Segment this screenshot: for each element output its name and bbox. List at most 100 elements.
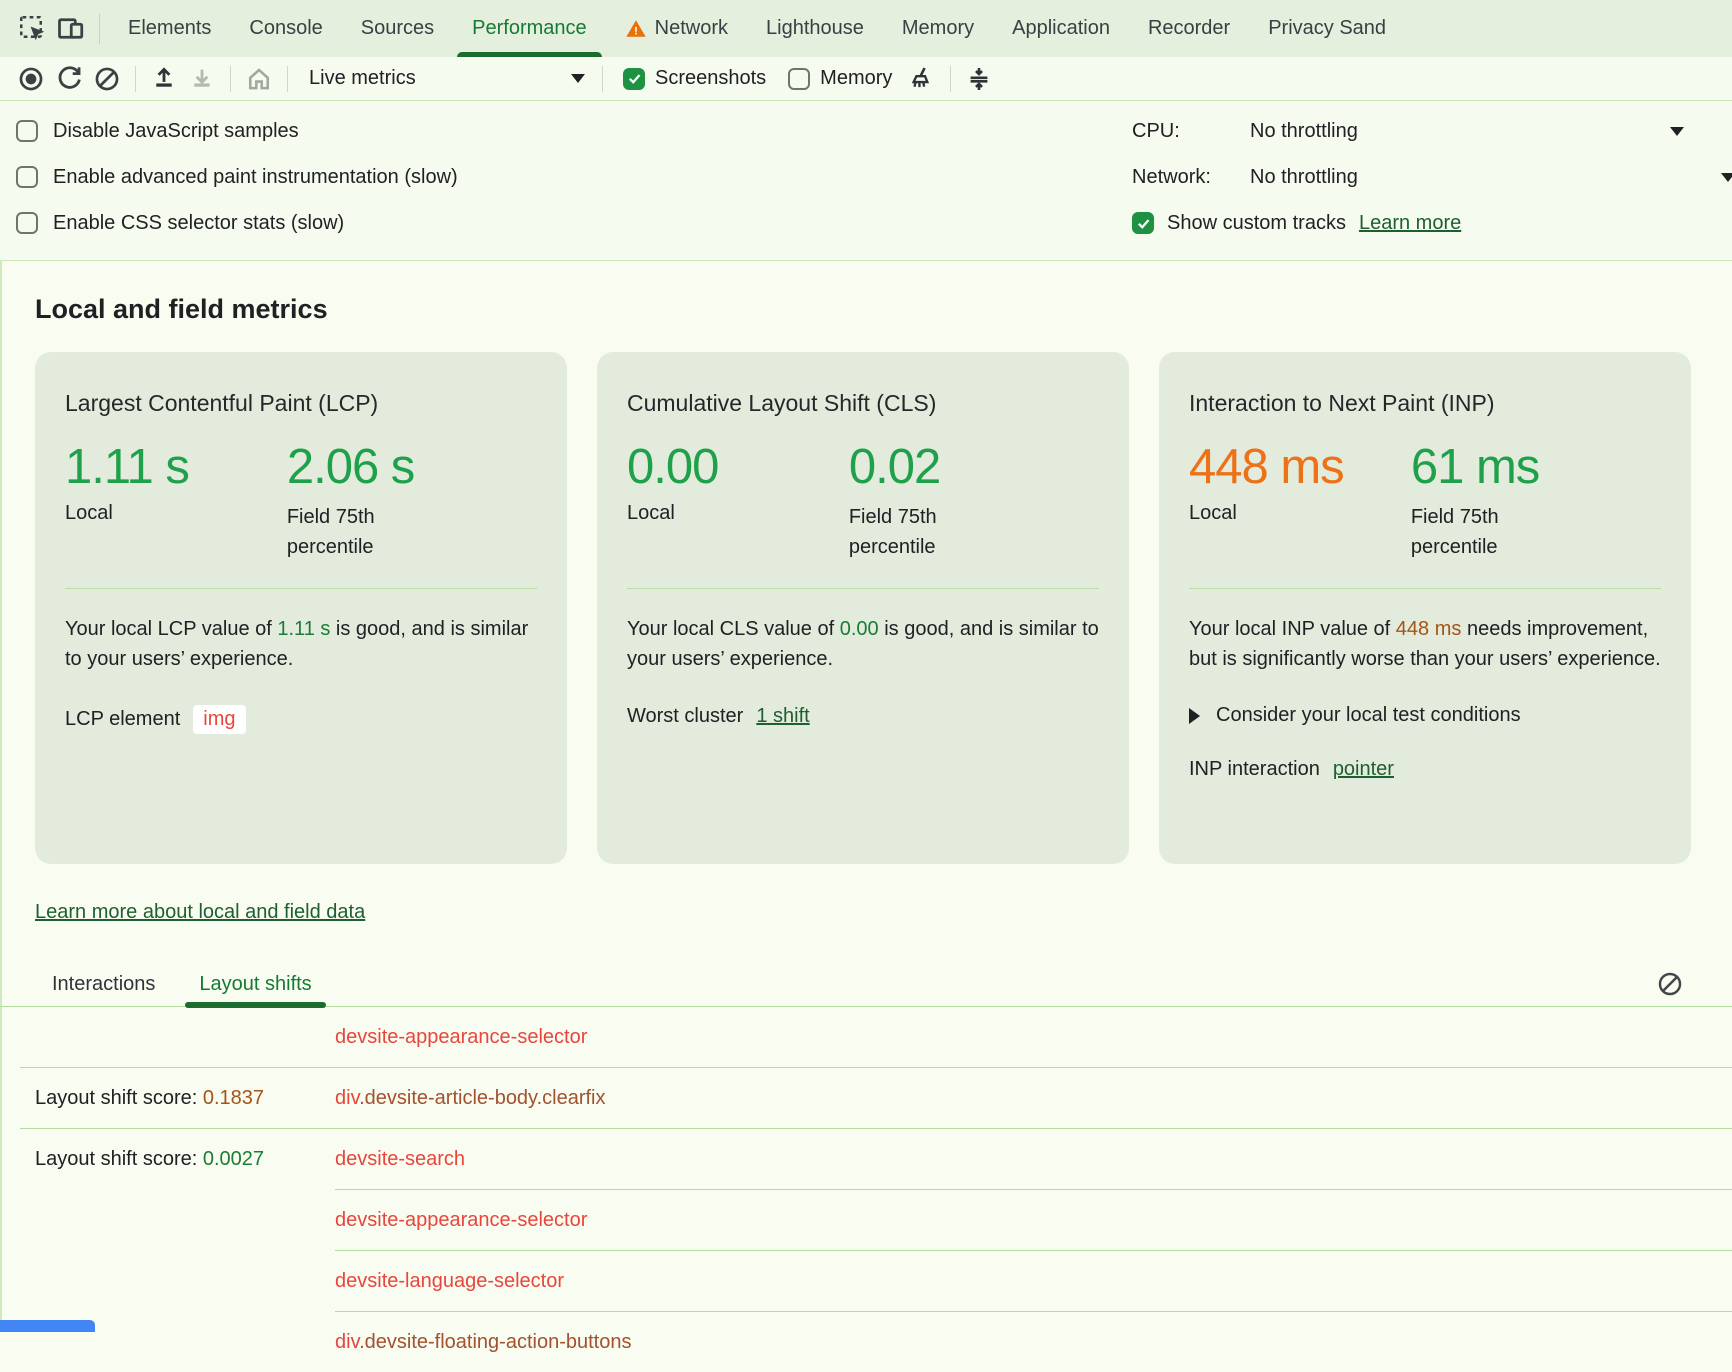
desc-text: Your local LCP value of	[65, 618, 278, 640]
checkbox-label: Enable advanced paint instrumentation (s…	[53, 165, 458, 188]
disable-js-samples-checkbox[interactable]: Disable JavaScript samples	[16, 108, 1732, 154]
throttling-settings: CPU: No throttling Network: No throttlin…	[1132, 108, 1732, 246]
download-profile-icon[interactable]	[183, 62, 221, 96]
local-label: Local	[65, 502, 113, 524]
divider	[627, 588, 1099, 589]
memory-checkbox[interactable]: Memory	[788, 67, 892, 90]
device-toolbar-icon[interactable]	[52, 0, 90, 57]
screenshots-checkbox[interactable]: Screenshots	[623, 67, 766, 90]
divider	[1189, 588, 1661, 589]
table-row[interactable]: devsite-appearance-selector	[0, 1007, 1732, 1067]
checkbox-label: Enable CSS selector stats (slow)	[53, 211, 345, 234]
network-label: Network:	[1132, 165, 1211, 188]
node-link[interactable]: devsite-appearance-selector	[335, 1025, 588, 1048]
node-link[interactable]: devsite-language-selector	[335, 1269, 565, 1292]
inp-interaction-link[interactable]: pointer	[1332, 758, 1394, 780]
metric-description: Your local LCP value of 1.11 s is good, …	[65, 614, 537, 674]
tab-application[interactable]: Application	[1012, 17, 1110, 39]
tab-performance[interactable]: Performance	[453, 0, 606, 57]
advanced-paint-checkbox[interactable]: Enable advanced paint instrumentation (s…	[16, 154, 1732, 200]
disclosure-label: Consider your local test conditions	[1216, 704, 1521, 726]
desc-text: is good, and is similar to your users’ e…	[65, 618, 529, 670]
capture-settings-pane: Disable JavaScript samples Enable advanc…	[0, 101, 1732, 261]
show-custom-tracks-checkbox[interactable]: Show custom tracks	[1132, 212, 1346, 235]
divider	[602, 65, 603, 92]
record-icon[interactable]	[12, 62, 50, 96]
gc-broom-icon[interactable]	[903, 62, 941, 96]
cpu-throttling-select[interactable]: CPU: No throttling	[1132, 108, 1732, 154]
node-link-classes[interactable]: .devsite-floating-action-buttons	[359, 1330, 632, 1353]
node-link[interactable]: div	[335, 1086, 360, 1109]
warning-icon: !	[625, 18, 647, 40]
tab-sources[interactable]: Sources	[360, 17, 435, 39]
local-label: Local	[627, 502, 675, 524]
local-test-conditions-disclosure[interactable]: Consider your local test conditions	[1189, 704, 1661, 727]
row-separator	[335, 1250, 1732, 1251]
memory-label: Memory	[820, 67, 893, 89]
node-link-classes[interactable]: .devsite-article-body.clearfix	[359, 1086, 606, 1109]
tab-network-label: Network	[654, 17, 728, 39]
triangle-right-icon	[1189, 707, 1200, 724]
tab-privacy-sandbox[interactable]: Privacy Sand	[1268, 17, 1387, 39]
home-icon[interactable]	[240, 62, 278, 96]
chevron-down-icon	[1721, 173, 1732, 182]
node-link[interactable]: div	[335, 1330, 360, 1353]
inspect-icon[interactable]	[14, 0, 52, 57]
checkbox-icon	[16, 166, 38, 188]
reload-icon[interactable]	[50, 62, 88, 96]
collapse-panel-icon[interactable]	[960, 62, 998, 96]
node-link[interactable]: devsite-search	[335, 1147, 466, 1170]
table-row[interactable]: Layout shift score: 0.0027 devsite-searc…	[0, 1129, 1732, 1189]
desc-text: Your local CLS value of	[627, 618, 840, 640]
metric-card-lcp: Largest Contentful Paint (LCP) 1.11 s Lo…	[35, 352, 567, 864]
metric-card-title: Interaction to Next Paint (INP)	[1189, 390, 1495, 416]
metric-cards: Largest Contentful Paint (LCP) 1.11 s Lo…	[35, 352, 1691, 864]
section-heading: Local and field metrics	[35, 294, 328, 324]
css-selector-stats-checkbox[interactable]: Enable CSS selector stats (slow)	[16, 200, 1732, 246]
table-row[interactable]: div.devsite-floating-action-buttons	[0, 1312, 1732, 1372]
score-label: Layout shift score:	[35, 1147, 203, 1170]
tab-elements[interactable]: Elements	[128, 17, 212, 39]
cpu-value: No throttling	[1250, 119, 1358, 142]
upload-profile-icon[interactable]	[145, 62, 183, 96]
clear-icon[interactable]	[88, 62, 126, 96]
table-row[interactable]: Layout shift score: 0.1837 div.devsite-a…	[0, 1068, 1732, 1128]
worst-cluster-label: Worst cluster	[627, 705, 744, 727]
metric-description: Your local INP value of 448 ms needs imp…	[1189, 614, 1661, 674]
local-value: 448 ms	[1189, 440, 1345, 494]
chevron-down-icon	[1670, 127, 1684, 136]
node-link[interactable]: devsite-appearance-selector	[335, 1208, 588, 1231]
field-label: Field 75th percentile	[286, 506, 375, 558]
tab-memory[interactable]: Memory	[901, 17, 975, 39]
divider	[135, 65, 136, 92]
tab-layout-shifts[interactable]: Layout shifts	[185, 962, 327, 1008]
mode-select-value: Live metrics	[309, 67, 416, 89]
network-throttling-select[interactable]: Network: No throttling	[1132, 154, 1732, 200]
row-separator	[335, 1311, 1732, 1312]
tab-console[interactable]: Console	[249, 17, 323, 39]
score-value: 0.0027	[202, 1147, 265, 1170]
devtools-tabbar: Elements Console Sources Performance ! N…	[0, 0, 1732, 57]
local-value: 1.11 s	[65, 440, 190, 494]
score-label: Layout shift score:	[35, 1086, 203, 1109]
tab-lighthouse[interactable]: Lighthouse	[766, 17, 864, 39]
mode-select[interactable]: Live metrics	[297, 67, 593, 90]
divider	[230, 65, 231, 92]
checkbox-icon	[1132, 212, 1154, 234]
checkbox-icon	[16, 212, 38, 234]
custom-tracks-learn-more-link[interactable]: Learn more	[1358, 211, 1462, 234]
clear-log-icon[interactable]	[1656, 970, 1684, 998]
field-label: Field 75th percentile	[848, 506, 937, 558]
worst-cluster-link[interactable]: 1 shift	[756, 705, 810, 727]
checkbox-label: Disable JavaScript samples	[53, 119, 299, 142]
table-row[interactable]: devsite-appearance-selector	[0, 1190, 1732, 1250]
metric-card-cls: Cumulative Layout Shift (CLS) 0.00 Local…	[597, 352, 1129, 864]
panel-tabs: Elements Console Sources Performance ! N…	[109, 0, 1405, 57]
tab-network[interactable]: ! Network	[606, 0, 747, 57]
learn-more-local-field-link[interactable]: Learn more about local and field data	[35, 901, 366, 923]
table-row[interactable]: devsite-language-selector	[0, 1251, 1732, 1311]
tab-recorder[interactable]: Recorder	[1147, 17, 1231, 39]
tab-interactions[interactable]: Interactions	[52, 972, 156, 995]
field-value: 61 ms	[1410, 440, 1540, 494]
lcp-element-chip[interactable]: img	[193, 705, 246, 734]
